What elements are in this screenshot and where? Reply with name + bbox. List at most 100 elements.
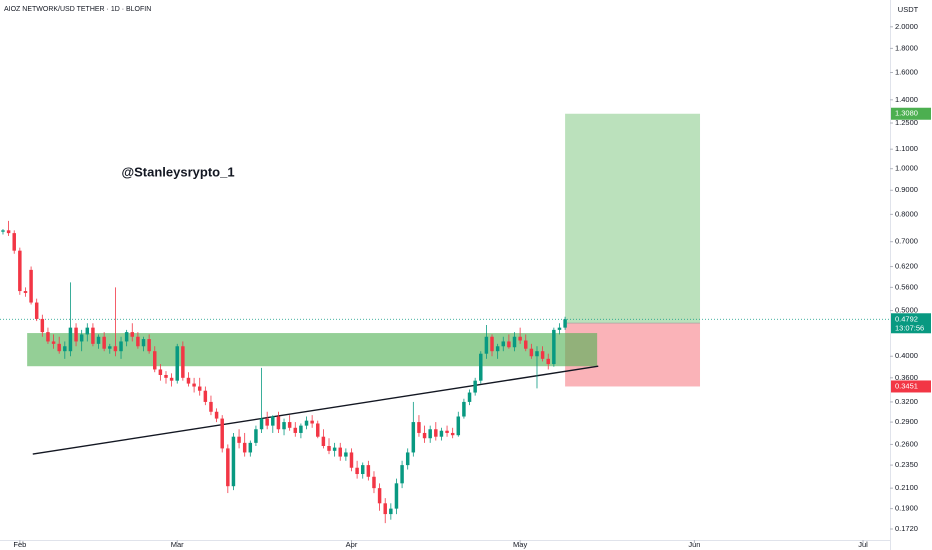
candle-body bbox=[417, 422, 421, 433]
candle-body bbox=[439, 430, 444, 437]
y-tick-label: 0.6200 bbox=[895, 262, 918, 271]
support-zone bbox=[27, 333, 598, 367]
candle-body bbox=[68, 327, 73, 352]
candle-body bbox=[136, 336, 140, 347]
candle-body bbox=[214, 411, 219, 419]
candle-body bbox=[265, 418, 269, 426]
candle-body bbox=[467, 392, 472, 402]
price-label-box bbox=[891, 107, 931, 120]
x-tick-label: Jun bbox=[688, 540, 700, 549]
x-tick-label: Jul bbox=[858, 540, 868, 549]
candle-body bbox=[34, 302, 39, 319]
x-tick-label: Mar bbox=[171, 540, 184, 549]
candle-body bbox=[124, 332, 129, 342]
candle-body bbox=[74, 327, 78, 342]
candle-body bbox=[372, 476, 376, 489]
candle-body bbox=[63, 346, 67, 352]
candle-body bbox=[237, 436, 241, 443]
candle-body bbox=[512, 336, 517, 348]
candle-body bbox=[479, 353, 483, 381]
candle-body bbox=[18, 250, 22, 292]
y-tick-label: 1.0000 bbox=[895, 164, 918, 173]
price-label-box bbox=[891, 380, 931, 393]
candle-body bbox=[383, 503, 387, 515]
target-zone bbox=[565, 113, 701, 324]
y-tick-label: 0.2350 bbox=[895, 460, 918, 469]
y-tick-label: 0.3200 bbox=[895, 397, 918, 406]
y-tick-label: 2.0000 bbox=[895, 22, 918, 31]
y-tick-label: 0.2600 bbox=[895, 439, 918, 448]
y-tick-label: 0.1900 bbox=[895, 504, 918, 513]
candle-body bbox=[344, 452, 348, 457]
y-tick-label: 0.5600 bbox=[895, 282, 918, 291]
candle-body bbox=[338, 447, 342, 457]
y-tick-label: 0.2900 bbox=[895, 417, 918, 426]
candle-body bbox=[563, 319, 567, 328]
x-tick-label: May bbox=[513, 540, 527, 549]
candle-body bbox=[85, 327, 90, 335]
candle-body bbox=[29, 269, 33, 303]
candle-body bbox=[473, 380, 477, 393]
candle-body bbox=[1, 230, 5, 232]
candle-body bbox=[96, 336, 101, 344]
price-label: 1.3080 bbox=[895, 109, 918, 118]
y-tick-label: 0.2100 bbox=[895, 483, 918, 492]
candle-body bbox=[23, 291, 28, 293]
chart-title: AIOZ NETWORK/USD TETHER · 1D · BLOFIN bbox=[4, 6, 151, 13]
candle-body bbox=[546, 358, 550, 365]
candle-body bbox=[529, 348, 534, 357]
candle-body bbox=[535, 351, 539, 357]
last-price-label: 0.4792 bbox=[895, 314, 918, 323]
candle-body bbox=[197, 386, 202, 391]
trendline bbox=[32, 365, 599, 455]
candle-body bbox=[462, 401, 466, 417]
candle-body bbox=[394, 483, 399, 509]
candle-body bbox=[220, 418, 224, 449]
y-tick-label: 0.3600 bbox=[895, 373, 918, 382]
countdown-label: 13:07:56 bbox=[895, 323, 924, 332]
candle-body bbox=[540, 351, 545, 359]
y-tick-label: 0.9000 bbox=[895, 185, 918, 194]
candle-body bbox=[248, 442, 253, 453]
candle-body bbox=[102, 336, 106, 349]
candle-body bbox=[299, 425, 303, 433]
candle-body bbox=[186, 377, 191, 384]
candle-body bbox=[164, 374, 168, 378]
candle-body bbox=[153, 351, 157, 370]
candle-body bbox=[91, 327, 95, 344]
candle-body bbox=[355, 467, 359, 475]
candle-body bbox=[108, 346, 112, 349]
candle-body bbox=[181, 346, 185, 378]
candle-body bbox=[57, 343, 61, 352]
candle-body bbox=[524, 340, 528, 349]
candle-body bbox=[147, 339, 151, 352]
price-label: 0.3451 bbox=[895, 381, 918, 390]
candle-body bbox=[389, 508, 393, 515]
candle-body bbox=[175, 346, 179, 381]
plot-area bbox=[0, 113, 890, 524]
candle-body bbox=[259, 418, 264, 430]
candle-body bbox=[552, 329, 556, 365]
candle-body bbox=[557, 327, 562, 330]
candle-body bbox=[518, 336, 522, 341]
candle-body bbox=[490, 336, 494, 352]
candle-body bbox=[231, 436, 236, 487]
watermark-text: @Stanleysrypto_1 bbox=[121, 164, 234, 179]
candle-body bbox=[316, 423, 320, 437]
candle-body bbox=[119, 341, 123, 352]
candle-body bbox=[293, 427, 298, 433]
candle-body bbox=[377, 488, 382, 504]
candle-body bbox=[507, 341, 511, 348]
candle-body bbox=[310, 420, 314, 424]
y-tick-label: 0.8000 bbox=[895, 209, 918, 218]
y-tick-label: 1.8000 bbox=[895, 43, 918, 52]
y-tick-label: 0.5000 bbox=[895, 306, 918, 315]
y-tick-label: 0.7000 bbox=[895, 237, 918, 246]
candle-body bbox=[287, 422, 292, 428]
candle-body bbox=[242, 442, 247, 453]
candle-body bbox=[349, 452, 354, 468]
candle-body bbox=[428, 429, 432, 439]
candle-body bbox=[141, 339, 146, 347]
candle-body bbox=[12, 233, 16, 251]
